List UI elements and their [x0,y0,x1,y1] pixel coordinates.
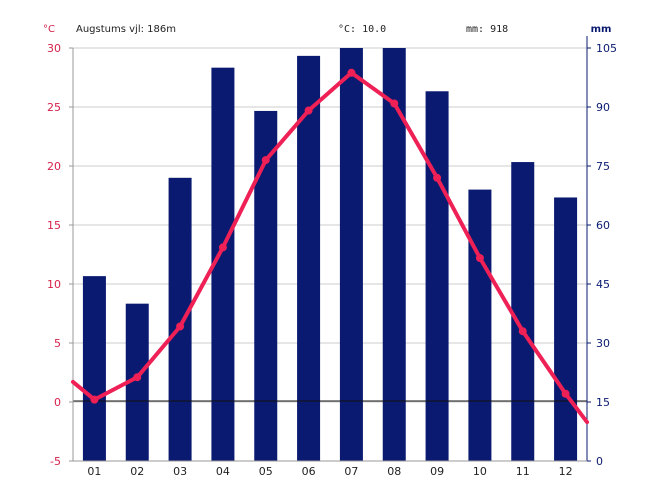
right-tick-label: 45 [596,278,610,291]
precip-bars [82,48,578,462]
left-tick-label: 20 [47,160,61,173]
x-tick-label: 10 [473,465,487,478]
temperature-line [71,68,589,425]
temperature-point [176,322,185,331]
precip-bar [511,162,535,462]
x-tick-label: 03 [173,465,187,478]
left-axis-unit: °C [43,24,55,35]
temperature-point [433,173,442,182]
precip-bar [254,110,278,461]
right-tick-label: 60 [596,219,610,232]
right-tick-label: 0 [596,455,603,468]
x-axis-ticks: 01 02 03 04 05 06 07 08 09 10 11 12 [87,465,572,478]
temperature-point [518,327,527,336]
left-tick-label: 25 [47,101,61,114]
gridlines [73,47,587,403]
right-axis-unit: mm [591,24,612,35]
precip-bar [339,48,363,461]
precip-bar [382,48,406,461]
right-tick-label: 90 [596,101,610,114]
axes [72,36,588,462]
temperature-point [561,389,570,398]
temperature-series-line [71,70,589,425]
temperature-point [261,156,270,165]
precip-bar [425,91,449,462]
precip-bar [125,303,149,461]
x-tick-label: 01 [87,465,101,478]
header-location: Augstums vjl: 186m [76,24,176,35]
left-tick-label: 30 [47,42,61,55]
precip-bar [468,189,492,461]
x-tick-label: 08 [387,465,401,478]
header-precip-total: mm: 918 [466,24,508,35]
temperature-point [390,99,399,108]
temperature-point [90,395,99,404]
precip-bar [554,197,578,461]
x-tick-label: 12 [559,465,573,478]
x-tick-label: 11 [516,465,530,478]
right-tick-label: 75 [596,160,610,173]
x-tick-label: 02 [130,465,144,478]
right-axis-ticks: 105 90 75 60 45 30 15 0 [587,42,617,468]
header-temp-mean: °C: 10.0 [338,24,386,35]
x-tick-label: 04 [216,465,230,478]
left-tick-label: 5 [54,337,61,350]
temperature-point [347,68,356,77]
precip-bar [82,276,106,461]
temperature-point [475,254,484,263]
left-axis-ticks: 30 25 20 15 10 5 0 -5 [47,42,73,468]
x-tick-label: 05 [259,465,273,478]
left-tick-label: 10 [47,278,61,291]
precip-bar [211,67,235,462]
temperature-point [133,373,142,382]
right-tick-label: 30 [596,337,610,350]
x-tick-label: 07 [344,465,358,478]
left-tick-label: 0 [54,396,61,409]
x-tick-label: 09 [430,465,444,478]
temperature-point [304,106,313,115]
temperature-point [218,243,227,252]
left-tick-label: -5 [50,455,61,468]
precip-bar [297,55,321,461]
right-tick-label: 15 [596,396,610,409]
left-tick-label: 15 [47,219,61,232]
right-tick-label: 105 [596,42,617,55]
precip-bar [168,177,192,462]
x-tick-label: 06 [302,465,316,478]
